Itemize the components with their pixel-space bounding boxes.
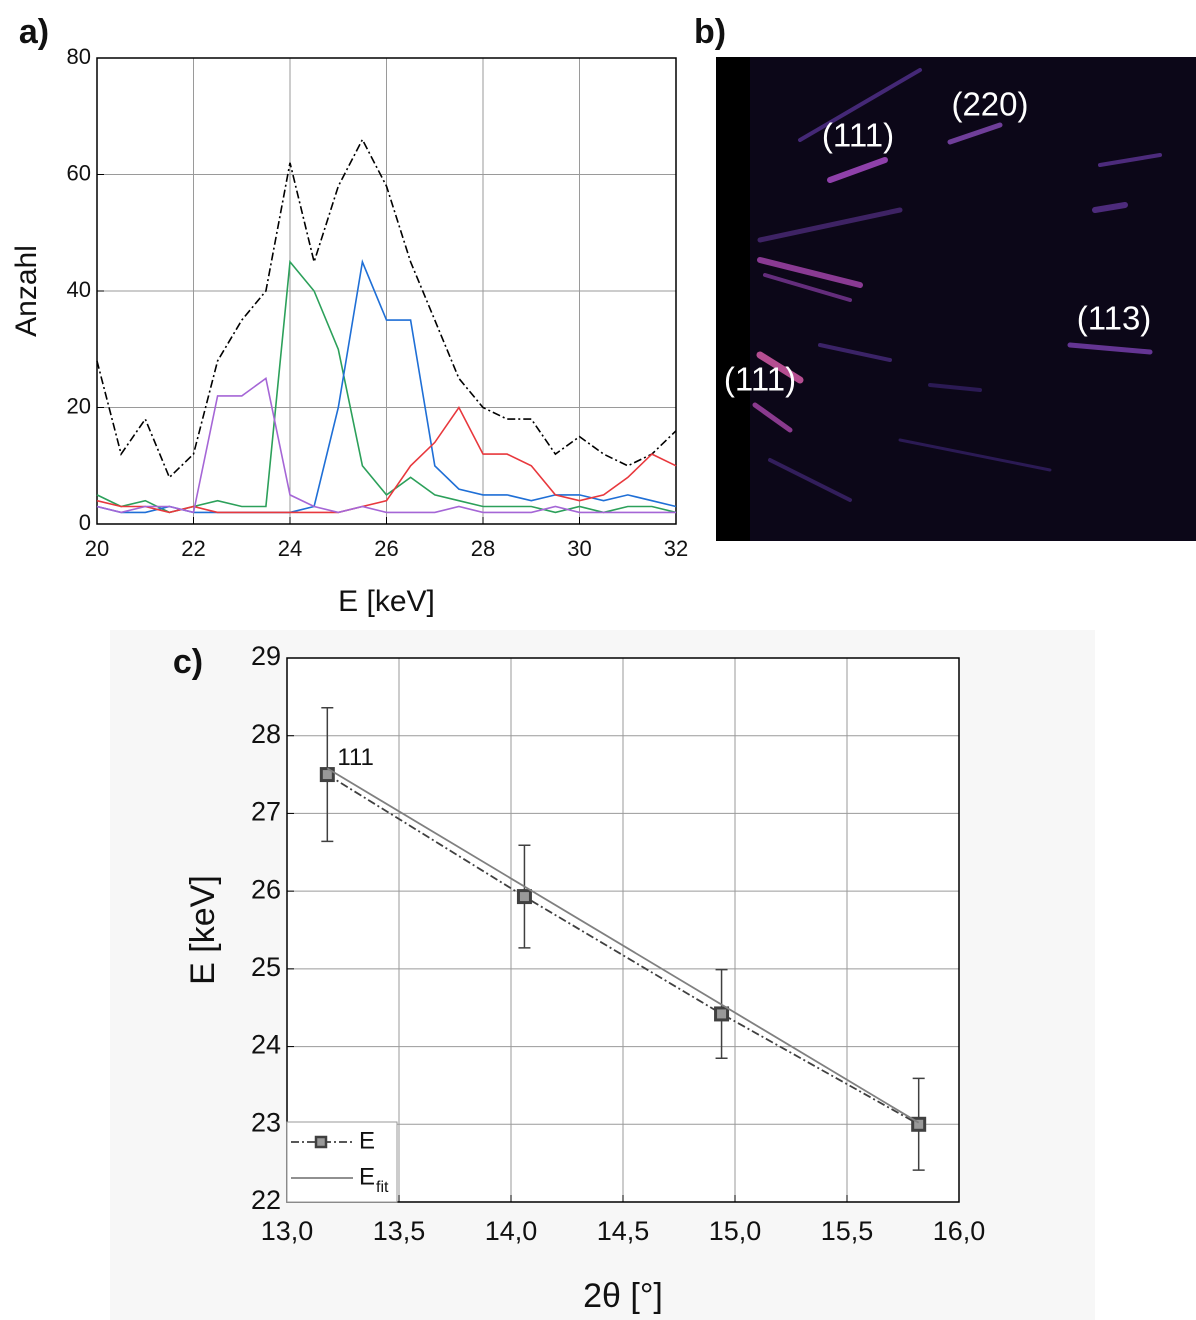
- x-tick-label: 28: [471, 536, 495, 561]
- panel-label: c): [173, 643, 203, 681]
- peak-label: (111): [724, 361, 796, 398]
- streak: [763, 273, 852, 302]
- y-tick-label: 80: [67, 44, 91, 69]
- x-axis-label: 2θ [°]: [583, 1277, 663, 1315]
- data-line: [96, 377, 676, 514]
- y-tick-label: 26: [251, 874, 281, 904]
- streak: [1098, 153, 1162, 167]
- data-point: [714, 1006, 730, 1022]
- streak: [947, 122, 1003, 145]
- data-line: [96, 137, 677, 479]
- y-tick-label: 27: [251, 797, 281, 827]
- legend-label: E: [359, 1127, 375, 1154]
- x-tick-label: 14,5: [597, 1216, 650, 1246]
- y-tick-label: 25: [251, 952, 281, 982]
- y-axis-label: Anzahl: [10, 245, 43, 337]
- x-axis-label: E [keV]: [338, 585, 435, 618]
- streak: [898, 438, 1052, 472]
- streak: [798, 68, 922, 142]
- legend-box: [286, 1121, 398, 1203]
- x-tick-label: 30: [567, 536, 591, 561]
- data-line: [326, 767, 920, 1124]
- plot-frame: [96, 57, 677, 525]
- peak-label: (113): [1077, 300, 1152, 337]
- image-edge: [716, 57, 750, 541]
- streak: [757, 257, 863, 288]
- legend-marker: [314, 1135, 328, 1149]
- peak-label: (220): [951, 86, 1028, 123]
- streak: [1067, 342, 1153, 355]
- data-line: [326, 773, 920, 1126]
- y-tick-label: 24: [251, 1030, 281, 1060]
- data-line: [96, 405, 677, 514]
- plot-frame: [286, 657, 960, 1203]
- x-tick-label: 20: [85, 536, 109, 561]
- x-tick-label: 13,0: [261, 1216, 314, 1246]
- streak: [768, 458, 852, 502]
- streak: [752, 402, 793, 433]
- streak: [827, 157, 888, 183]
- legend-label: E: [359, 1163, 375, 1190]
- x-tick-label: 26: [374, 536, 398, 561]
- peak-label: (111): [822, 117, 894, 154]
- y-axis-label: E [keV]: [184, 875, 222, 985]
- streak: [756, 351, 804, 384]
- y-tick-label: 23: [251, 1107, 281, 1137]
- streak: [757, 207, 903, 243]
- legend-subscript: fit: [376, 1179, 389, 1196]
- x-tick-label: 14,0: [485, 1216, 538, 1246]
- y-tick-label: 22: [251, 1185, 281, 1215]
- x-tick-label: 22: [181, 536, 205, 561]
- x-tick-label: 24: [278, 536, 302, 561]
- panel-label: a): [19, 13, 49, 51]
- streak: [928, 383, 982, 392]
- point-annotation: 111: [337, 744, 373, 771]
- x-tick-label: 32: [664, 536, 688, 561]
- x-tick-label: 16,0: [933, 1216, 986, 1246]
- x-tick-label: 15,5: [821, 1216, 874, 1246]
- x-tick-label: 15,0: [709, 1216, 762, 1246]
- y-tick-label: 60: [67, 160, 91, 185]
- detector-image: [716, 57, 1196, 541]
- y-tick-label: 28: [251, 719, 281, 749]
- y-tick-label: 20: [67, 393, 91, 418]
- streaks: [752, 68, 1162, 502]
- y-tick-label: 0: [79, 510, 91, 535]
- x-tick-label: 13,5: [373, 1216, 426, 1246]
- panel-label: b): [694, 13, 726, 51]
- data-point: [516, 889, 532, 905]
- y-tick-label: 40: [67, 277, 91, 302]
- y-tick-label: 29: [251, 641, 281, 671]
- streak: [1092, 202, 1128, 213]
- streak: [818, 343, 892, 362]
